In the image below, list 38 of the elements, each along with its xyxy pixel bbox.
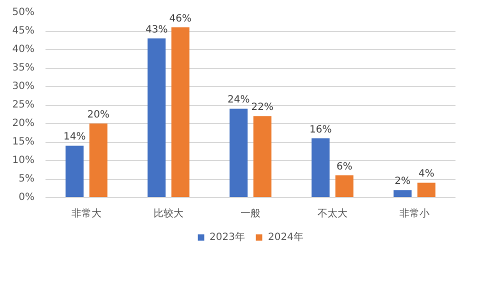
bar [417,182,436,198]
bar [253,116,272,198]
bar [171,27,190,198]
data-label: 2% [394,176,411,188]
x-tick-label: 一般 [240,208,260,220]
data-label: 43% [145,24,168,36]
bar [312,138,330,198]
y-tick-label: 30% [12,81,35,92]
x-tick-label: 比较大 [154,208,184,220]
bar [230,108,248,198]
legend-label: 2023年 [210,231,245,244]
y-tick-label: 5% [18,174,35,184]
data-label: 46% [169,13,192,24]
x-tick-label: 非常小 [400,208,430,220]
data-label: 24% [227,94,250,106]
bar [394,190,412,198]
y-tick-label: 10% [12,155,35,166]
x-tick-label: 非常大 [72,208,102,220]
x-tick-label: 不太大 [318,208,348,220]
data-label: 4% [418,168,434,180]
data-label: 22% [251,102,274,114]
bar [66,146,84,198]
bar [148,38,166,198]
y-tick-label: 15% [12,136,35,148]
bar [89,124,108,198]
data-label: 16% [309,124,332,136]
bar [335,175,354,198]
y-tick-label: 45% [12,26,35,36]
y-tick-label: 40% [12,44,35,55]
data-label: 6% [336,161,352,172]
y-tick-label: 0% [18,192,35,203]
data-label: 14% [63,132,86,143]
y-tick-label: 25% [12,100,35,110]
y-tick-label: 35% [12,62,35,74]
y-tick-label: 20% [12,118,35,129]
data-label: 20% [87,110,110,120]
y-tick-label: 50% [12,7,35,18]
legend-label: 2024年 [268,231,304,244]
